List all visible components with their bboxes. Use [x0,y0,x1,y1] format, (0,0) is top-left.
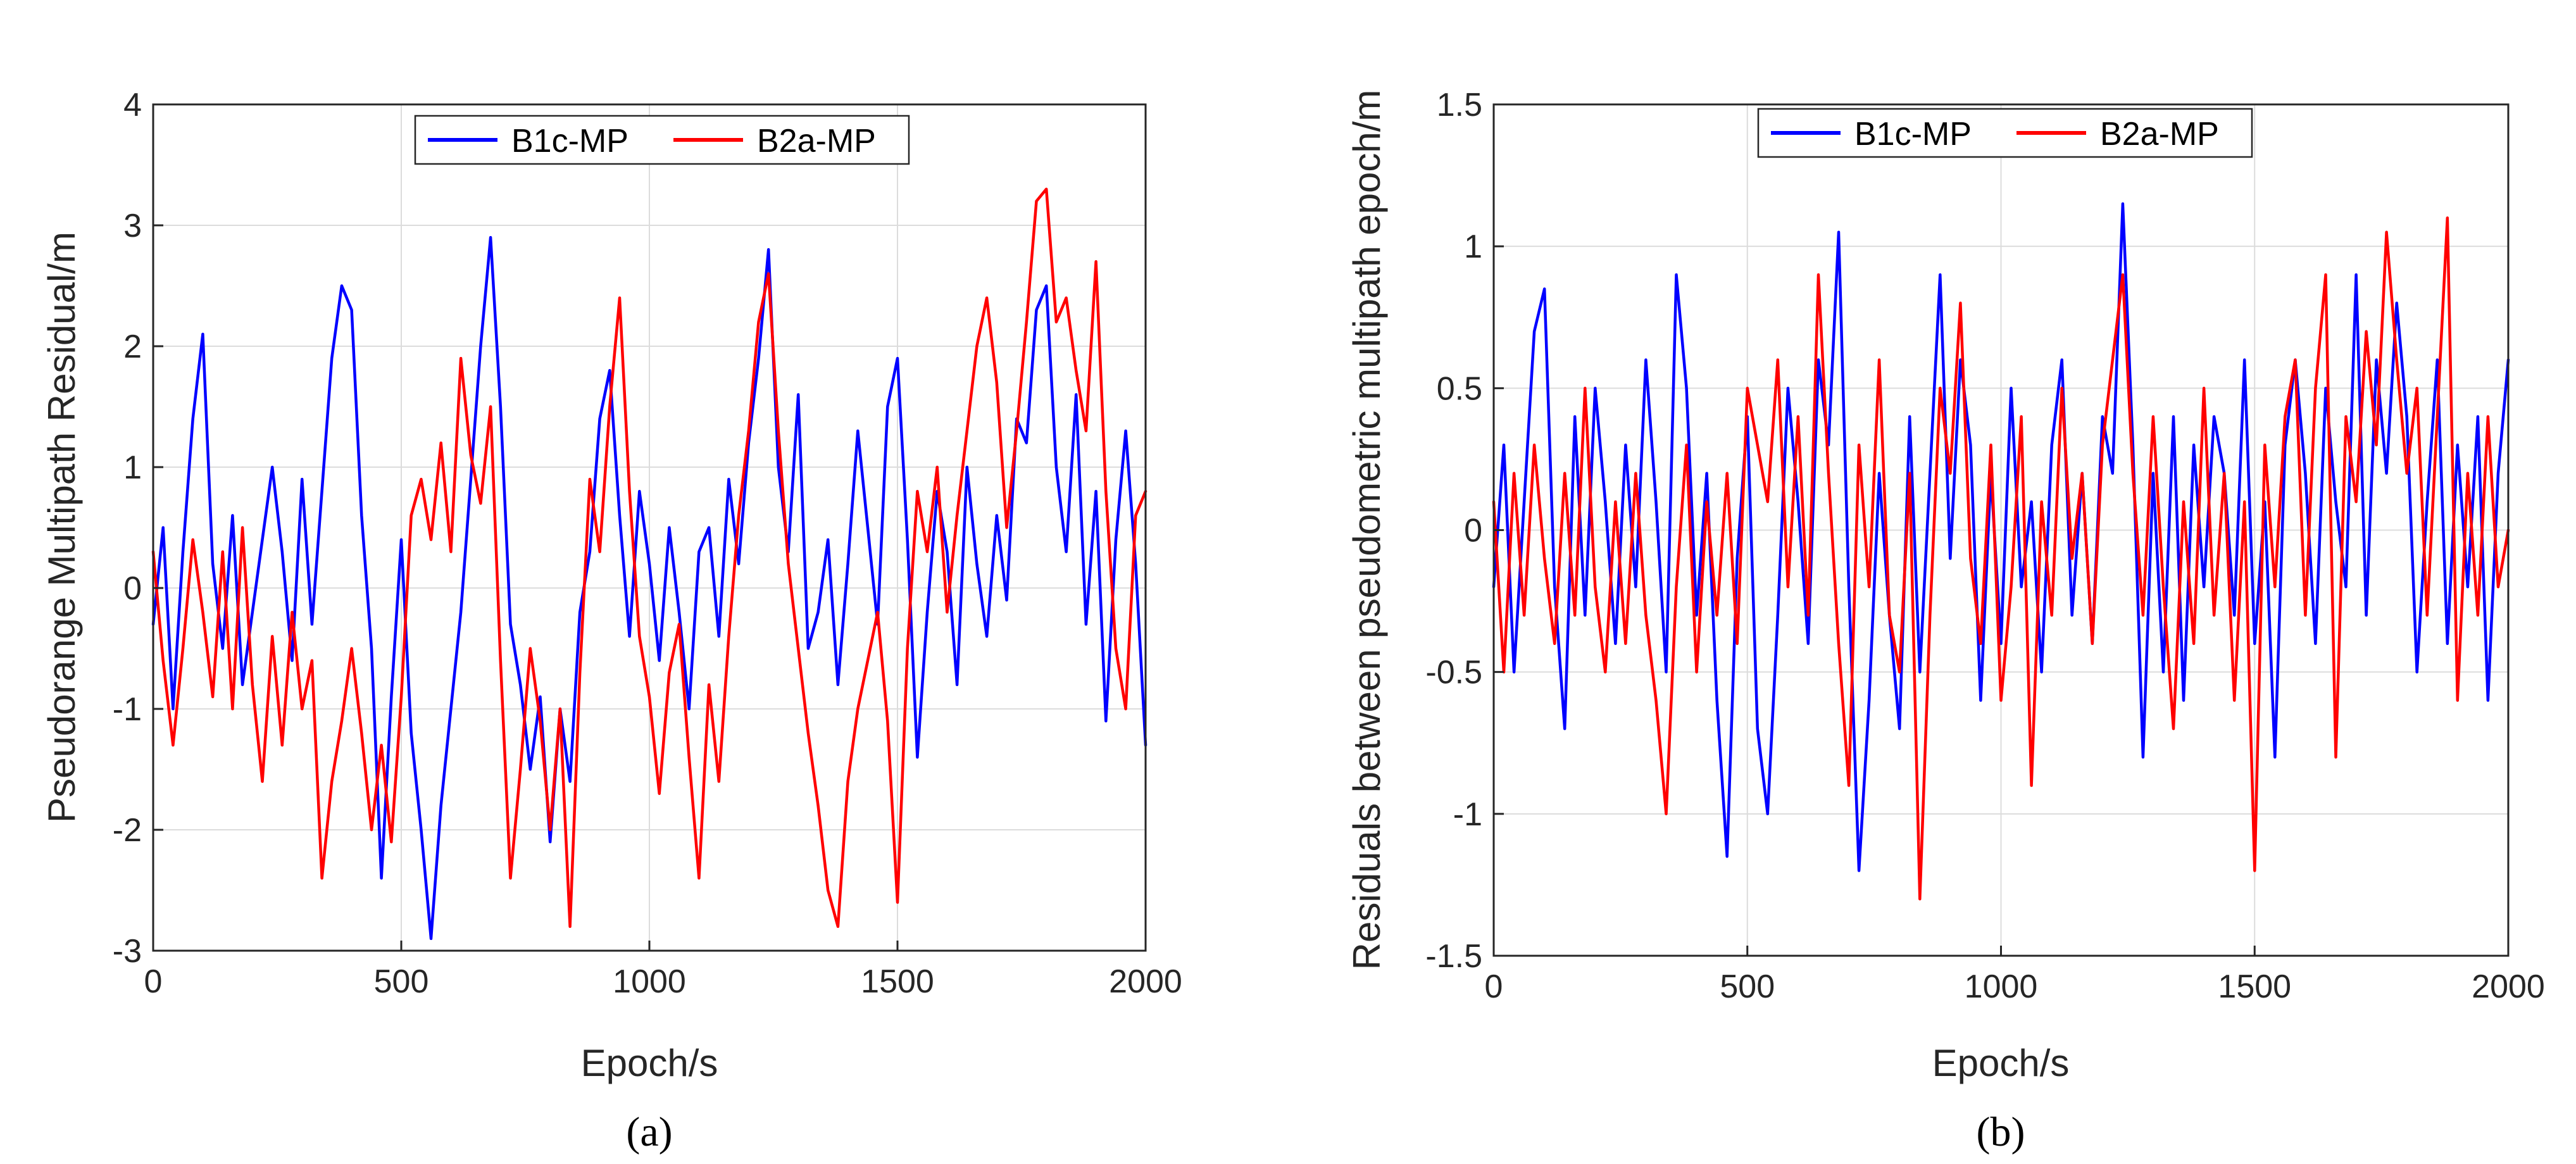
x-tick-label: 1000 [1965,968,2038,1005]
legend-label-b1c-a: B1c-MP [511,123,628,160]
y-tick-label: 4 [123,87,142,123]
y-tick-label: -0.5 [1425,654,1482,691]
x-tick-label: 500 [1720,968,1775,1005]
x-tick-label: 0 [144,963,163,1000]
series-line-b1c-mp-a [151,235,1147,941]
y-tick-label: 2 [123,329,142,365]
y-tick-label: 3 [123,208,142,244]
x-tick-label: 2000 [2472,968,2545,1005]
y-axis-label-b: Residuals between pseudometric multipath… [1346,90,1388,970]
x-tick-label: 1500 [861,963,934,1000]
grid-b [1493,104,2509,956]
y-tick-label: -1 [1453,796,1482,833]
y-axis-label-a: Pseudorange Multipath Residual/m [41,232,83,823]
caption-a: (a) [626,1109,672,1155]
y-tick-label: 1 [1464,228,1482,265]
y-tick-label: 1.5 [1437,87,1482,123]
x-tick-label: 500 [374,963,429,1000]
y-tick-label: -1 [113,691,142,728]
x-axis-label-b: Epoch/s [1932,1042,2070,1084]
y-tick-label: 0 [1464,513,1482,549]
legend-a: B1c-MP B2a-MP [414,115,910,165]
series-line-b1c-mp-b [1492,202,2510,872]
series-line-b2a-mp-b [1492,216,2510,901]
chart-panel-a: 0 500 1000 1500 2000 -3 -2 -1 0 1 2 3 4 Epoch/s Pseu… [41,87,1182,1155]
series-group-b [1492,202,2510,901]
y-tick-label: 1 [123,449,142,486]
chart-panel-b: 0 500 1000 1500 2000 -1.5 -1 -0.5 0 0.5 1 1.5 Epoch… [1346,87,2545,1155]
legend-label-b2a-a: B2a-MP [757,123,876,160]
ticks-a: 0 500 1000 1500 2000 -3 -2 -1 0 1 2 3 4 [113,87,1182,1000]
y-tick-label: -1.5 [1425,938,1482,975]
legend-b: B1c-MP B2a-MP [1757,108,2253,158]
caption-b: (b) [1977,1109,2025,1155]
y-tick-label: -3 [113,933,142,970]
y-tick-label: 0.5 [1437,370,1482,407]
legend-label-b1c-b: B1c-MP [1854,116,1972,153]
x-tick-label: 2000 [1109,963,1182,1000]
y-tick-label: 0 [123,570,142,607]
y-tick-label: -2 [113,812,142,849]
ticks-b: 0 500 1000 1500 2000 -1.5 -1 -0.5 0 0.5 1 1.5 [1425,87,2544,1005]
x-tick-label: 1500 [2218,968,2291,1005]
legend-label-b2a-b: B2a-MP [2100,116,2219,153]
series-line-b2a-mp-a [151,187,1147,929]
x-tick-label: 0 [1485,968,1503,1005]
x-tick-label: 1000 [613,963,686,1000]
series-group-a [151,187,1147,941]
x-axis-label-a: Epoch/s [581,1042,718,1084]
